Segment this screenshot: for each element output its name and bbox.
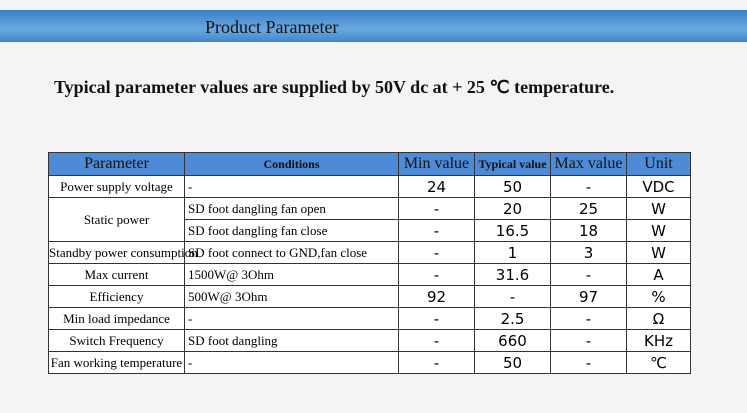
min-cell: - <box>398 241 475 264</box>
parameter-cell: Min load impedance <box>48 307 185 330</box>
typical-cell: 31.6 <box>474 263 551 286</box>
max-cell: 97 <box>550 285 627 308</box>
conditions-cell: SD foot dangling fan open <box>184 197 399 220</box>
unit-cell: W <box>626 241 691 264</box>
min-cell: 92 <box>398 285 475 308</box>
unit-cell: KHz <box>626 329 691 352</box>
unit-cell: W <box>626 219 691 242</box>
unit-cell: VDC <box>626 175 691 198</box>
min-cell: - <box>398 219 475 242</box>
table-row: Standby power consumption SD foot connect… <box>48 241 691 264</box>
min-cell: - <box>398 351 475 374</box>
min-cell: 24 <box>398 175 475 198</box>
parameter-cell: Static power <box>48 197 185 242</box>
subtitle: Typical parameter values are supplied by… <box>54 77 615 97</box>
parameter-table: Parameter Conditions Min value Typical valu… <box>48 152 691 374</box>
max-cell: 18 <box>550 219 627 242</box>
typical-cell: 2.5 <box>474 307 551 330</box>
conditions-cell: 1500W@ 3Ohm <box>184 263 399 286</box>
max-cell: 25 <box>550 197 627 220</box>
column-header: Min value <box>398 152 475 176</box>
conditions-cell: 500W@ 3Ohm <box>184 285 399 308</box>
typical-cell: 50 <box>474 351 551 374</box>
table-row: Max current 1500W@ 3Ohm -31.6- A <box>48 263 691 286</box>
min-cell: - <box>398 197 475 220</box>
min-cell: - <box>398 329 475 352</box>
conditions-cell: SD foot dangling fan close <box>184 219 399 242</box>
max-cell: 3 <box>550 241 627 264</box>
max-cell: - <box>550 351 627 374</box>
parameter-cell: Power supply voltage <box>48 175 185 198</box>
column-header: Typical value <box>474 152 551 176</box>
max-cell: - <box>550 175 627 198</box>
unit-cell: A <box>626 263 691 286</box>
parameter-cell: Standby power consumption <box>48 241 198 264</box>
header-band <box>0 10 747 42</box>
unit-cell: Ω <box>626 307 691 330</box>
header-title: Product Parameter <box>205 17 339 37</box>
column-header: Parameter <box>48 152 185 176</box>
table-row: SD foot dangling fan close -16.5 18 W <box>49 219 691 242</box>
header-row: Parameter Conditions Min value Typical valu… <box>48 152 691 176</box>
conditions-cell: - <box>184 307 399 330</box>
column-header: Unit <box>626 152 691 176</box>
table-row: Min load impedance - -2.5- Ω <box>48 307 691 330</box>
unit-cell: W <box>626 197 691 220</box>
conditions-cell: SD foot connect to GND,fan close <box>184 241 399 264</box>
typical-cell: 660 <box>474 329 551 352</box>
typical-cell: - <box>474 285 551 308</box>
min-cell: - <box>398 263 475 286</box>
column-header: Max value <box>550 152 627 176</box>
unit-cell: % <box>626 285 691 308</box>
min-cell: - <box>398 307 475 330</box>
typical-cell: 20 <box>474 197 551 220</box>
column-header: Conditions <box>184 152 399 176</box>
typical-cell: 50 <box>474 175 551 198</box>
table-row: Switch Frequency SD foot dangling -660- KHz <box>48 329 691 352</box>
parameter-cell: Max current <box>48 263 185 286</box>
typical-cell: 16.5 <box>474 219 551 242</box>
conditions-cell: - <box>184 351 399 374</box>
conditions-cell: SD foot dangling <box>184 329 399 352</box>
max-cell: - <box>550 307 627 330</box>
table-row: Efficiency 500W@ 3Ohm 92-97% <box>48 285 691 308</box>
max-cell: - <box>550 329 627 352</box>
parameter-cell: Efficiency <box>48 285 185 308</box>
conditions-cell: - <box>184 175 399 198</box>
table-row: Static power SD foot dangling fan open -20… <box>48 197 691 242</box>
parameter-cell: Switch Frequency <box>48 329 185 352</box>
parameter-cell: Fan working temperature <box>48 351 185 374</box>
table-row: Power supply voltage -24 50- VDC <box>48 175 691 198</box>
unit-cell: ℃ <box>626 351 691 374</box>
table-row: Fan working temperature - -50- ℃ <box>48 351 691 374</box>
max-cell: - <box>550 263 627 286</box>
typical-cell: 1 <box>474 241 551 264</box>
